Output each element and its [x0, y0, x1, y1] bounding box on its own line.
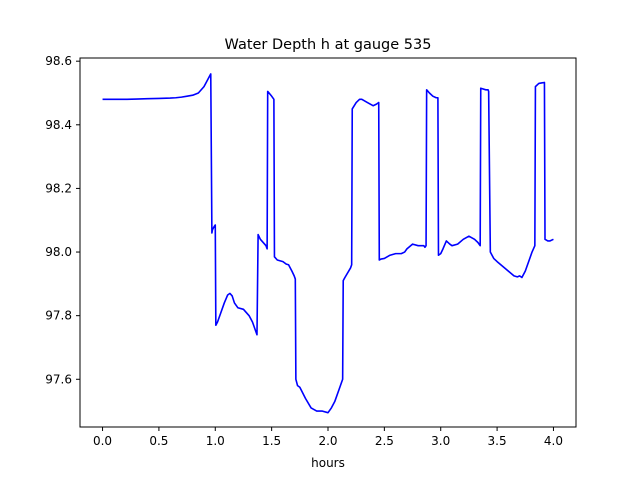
x-tick-label: 3.5 [488, 434, 507, 448]
x-tick-label: 3.0 [431, 434, 450, 448]
x-tick-label: 4.0 [544, 434, 563, 448]
x-tick-label: 0.5 [149, 434, 168, 448]
x-tick-label: 2.5 [375, 434, 394, 448]
y-tick-label: 97.8 [45, 309, 72, 323]
series-layer [102, 73, 554, 414]
y-tick-label: 98.6 [45, 54, 72, 68]
x-axis-label: hours [311, 456, 345, 470]
series-line-0 [102, 73, 554, 414]
y-tick-label: 97.6 [45, 372, 72, 386]
x-tick-label: 0.0 [93, 434, 112, 448]
x-tick-label: 1.0 [206, 434, 225, 448]
y-axis-ticks: 97.6 97.8 98.0 98.2 98.4 98.6 [45, 54, 80, 386]
x-tick-label: 1.5 [262, 434, 281, 448]
y-tick-label: 98.4 [45, 118, 72, 132]
y-tick-label: 98.2 [45, 181, 72, 195]
x-axis-ticks: 0.0 0.5 1.0 1.5 2.0 2.5 3.0 3.5 4.0 [93, 427, 563, 448]
chart-title: Water Depth h at gauge 535 [225, 37, 432, 53]
x-tick-label: 2.0 [318, 434, 337, 448]
y-tick-label: 98.0 [45, 245, 72, 259]
